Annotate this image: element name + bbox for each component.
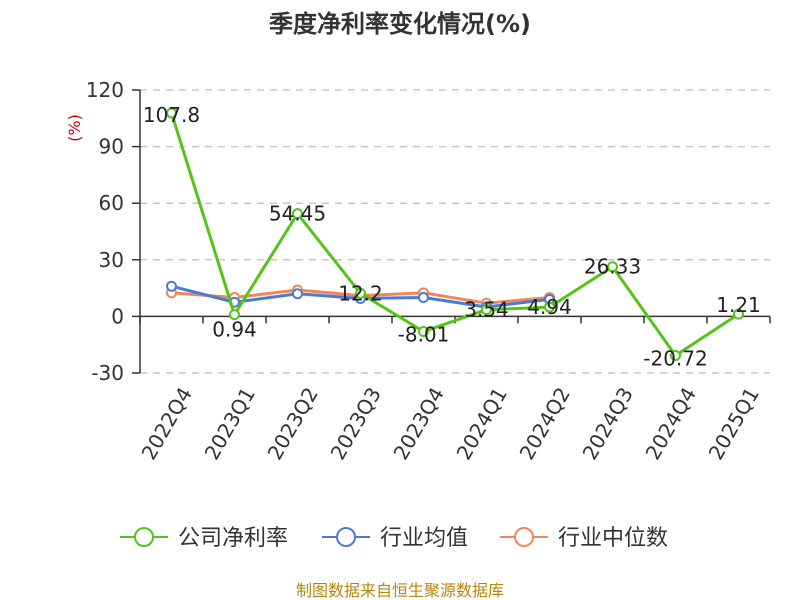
x-tick-label: 2024Q2 [515, 383, 575, 464]
y-axis-unit-label: (%) [65, 114, 84, 142]
series-line-0 [170, 112, 740, 357]
y-tick-label: 90 [99, 135, 124, 159]
legend: 公司净利率 行业均值 行业中位数 [120, 526, 668, 551]
x-tick-label: 2025Q1 [704, 383, 764, 464]
chart-title: 季度净利率变化情况(%) [269, 10, 531, 38]
x-tick-label: 2023Q1 [200, 383, 260, 464]
legend-marker-0 [134, 527, 154, 547]
data-point [670, 349, 681, 361]
data-point [544, 301, 555, 313]
grid-lines [140, 89, 770, 374]
y-tick-label: 60 [99, 191, 124, 215]
x-tick-label: 2023Q2 [263, 383, 323, 464]
data-point [166, 107, 177, 119]
y-tick-label: 30 [99, 248, 124, 272]
data-point [166, 280, 177, 292]
data-point [292, 288, 303, 300]
x-tick-label: 2024Q1 [452, 383, 512, 464]
data-labels: 107.8 0.94 54.45 12.2 -8.01 3.54 4.94 26.33 -20.… [143, 103, 761, 370]
data-point [229, 309, 240, 321]
x-tick-label: 2022Q4 [137, 383, 197, 464]
data-label: 4.94 [527, 295, 572, 319]
data-point [481, 304, 492, 316]
data-point [418, 292, 429, 304]
data-label: 3.54 [464, 298, 509, 322]
data-label: 12.2 [338, 281, 383, 305]
x-tick-label: 2024Q4 [641, 383, 701, 464]
data-label: 54.45 [269, 202, 326, 226]
data-point [292, 208, 303, 220]
data-point [733, 308, 744, 320]
x-tick-label: 2023Q3 [326, 383, 386, 464]
data-label: 26.33 [584, 255, 641, 279]
data-point [355, 287, 366, 299]
source-note: 制图数据来自恒生聚源数据库 [296, 581, 504, 600]
data-point [418, 326, 429, 338]
legend-marker-1 [336, 527, 356, 547]
y-tick-label: 0 [111, 304, 124, 328]
y-tick-label: -30 [91, 361, 124, 385]
series-layer [166, 107, 744, 361]
data-label: 1.21 [716, 293, 761, 317]
y-tick-label: 120 [86, 78, 124, 102]
data-point [607, 261, 618, 273]
legend-label-2: 行业中位数 [558, 526, 668, 551]
legend-label-0: 公司净利率 [178, 526, 288, 551]
data-label: 0.94 [212, 318, 257, 342]
data-label: 107.8 [143, 103, 200, 127]
x-tick-label: 2023Q4 [389, 383, 449, 464]
legend-marker-2 [514, 527, 534, 547]
x-tick-label: 2024Q3 [578, 383, 638, 464]
data-label: -8.01 [398, 323, 450, 347]
data-label: -20.72 [643, 346, 707, 370]
legend-label-1: 行业均值 [380, 526, 468, 551]
